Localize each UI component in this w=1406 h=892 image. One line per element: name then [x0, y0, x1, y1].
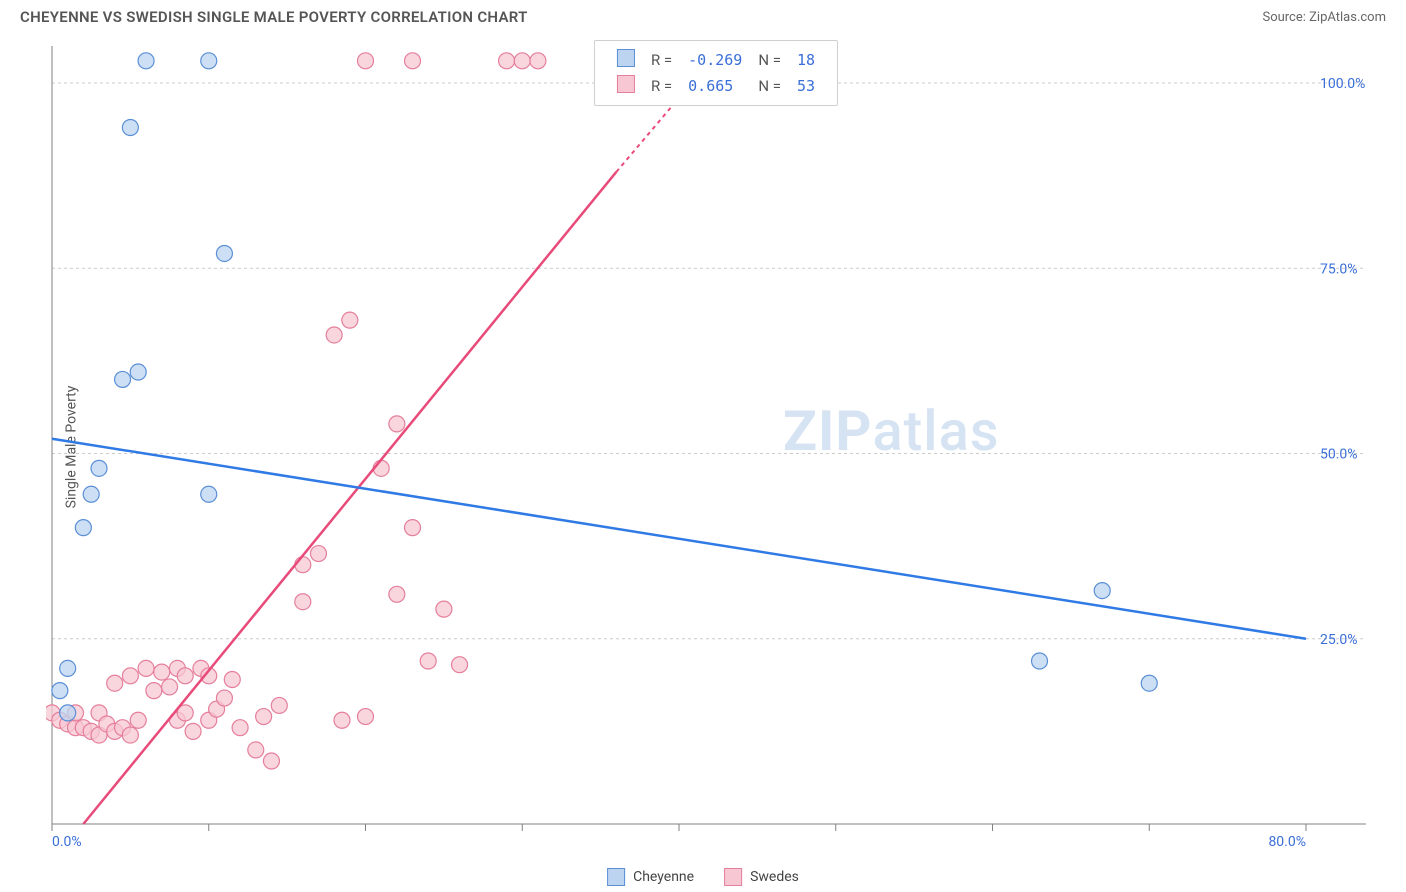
- trend-cheyenne: [52, 439, 1306, 639]
- stats-legend: R =-0.269N =18 R = 0.665N =53: [594, 40, 838, 106]
- point-swedes: [452, 657, 468, 673]
- point-cheyenne: [60, 660, 76, 676]
- x-tick-label: 80.0%: [1268, 834, 1306, 850]
- point-swedes: [146, 683, 162, 699]
- point-cheyenne: [122, 120, 138, 136]
- point-swedes: [154, 664, 170, 680]
- point-cheyenne: [130, 364, 146, 380]
- point-swedes: [232, 720, 248, 736]
- point-cheyenne: [1032, 653, 1048, 669]
- chart-area: Single Male Poverty 25.0%50.0%75.0%100.0…: [46, 40, 1386, 854]
- point-swedes: [436, 601, 452, 617]
- point-swedes: [499, 53, 515, 69]
- point-cheyenne: [201, 53, 217, 69]
- r-label: R =: [643, 47, 680, 73]
- point-swedes: [130, 712, 146, 728]
- point-swedes: [514, 53, 530, 69]
- x-tick-label: 0.0%: [52, 834, 82, 850]
- point-swedes: [530, 53, 546, 69]
- point-swedes: [224, 672, 240, 688]
- point-cheyenne: [138, 53, 154, 69]
- point-swedes: [185, 723, 201, 739]
- point-swedes: [295, 557, 311, 573]
- n-label: N =: [750, 47, 789, 73]
- point-cheyenne: [83, 486, 99, 502]
- point-swedes: [310, 546, 326, 562]
- point-swedes: [122, 727, 138, 743]
- r-value: -0.269: [680, 47, 750, 73]
- y-tick-label: 75.0%: [1320, 261, 1358, 277]
- point-swedes: [405, 520, 421, 536]
- point-swedes: [334, 712, 350, 728]
- y-tick-label: 25.0%: [1320, 632, 1358, 648]
- source-label: Source: ZipAtlas.com: [1262, 10, 1386, 25]
- point-swedes: [405, 53, 421, 69]
- point-swedes: [256, 709, 272, 725]
- point-swedes: [248, 742, 264, 758]
- point-swedes: [342, 312, 358, 328]
- point-cheyenne: [1141, 675, 1157, 691]
- point-cheyenne: [75, 520, 91, 536]
- series-legend: Cheyenne Swedes: [607, 868, 799, 886]
- y-tick-label: 50.0%: [1320, 447, 1358, 463]
- legend-swatch: [617, 49, 635, 67]
- point-swedes: [216, 690, 232, 706]
- point-cheyenne: [60, 705, 76, 721]
- n-value: 53: [789, 73, 823, 99]
- scatter-chart: 25.0% 50.0% 75.0% 100.0% 0.0% 80.0%: [46, 40, 1386, 854]
- y-tick-label: 100.0%: [1320, 76, 1365, 92]
- point-swedes: [326, 327, 342, 343]
- point-swedes: [177, 668, 193, 684]
- point-cheyenne: [91, 460, 107, 476]
- legend-label: Cheyenne: [633, 869, 694, 885]
- point-swedes: [271, 697, 287, 713]
- point-swedes: [358, 709, 374, 725]
- point-cheyenne: [115, 371, 131, 387]
- point-swedes: [295, 594, 311, 610]
- n-value: 18: [789, 47, 823, 73]
- n-label: N =: [750, 73, 789, 99]
- legend-swatch: [724, 868, 742, 886]
- legend-swatch: [607, 868, 625, 886]
- legend-swatch: [617, 75, 635, 93]
- point-swedes: [389, 416, 405, 432]
- trend-swedes: [83, 172, 616, 824]
- point-swedes: [122, 668, 138, 684]
- point-cheyenne: [1094, 583, 1110, 599]
- legend-item: Cheyenne: [607, 868, 694, 886]
- point-cheyenne: [201, 486, 217, 502]
- point-swedes: [389, 586, 405, 602]
- point-swedes: [263, 753, 279, 769]
- point-swedes: [107, 675, 123, 691]
- point-cheyenne: [216, 245, 232, 261]
- point-swedes: [138, 660, 154, 676]
- legend-label: Swedes: [750, 869, 799, 885]
- r-label: R =: [643, 73, 680, 99]
- point-swedes: [358, 53, 374, 69]
- point-swedes: [420, 653, 436, 669]
- point-cheyenne: [52, 683, 68, 699]
- legend-item: Swedes: [724, 868, 799, 886]
- r-value: 0.665: [680, 73, 750, 99]
- chart-title: CHEYENNE VS SWEDISH SINGLE MALE POVERTY …: [20, 8, 528, 26]
- point-swedes: [162, 679, 178, 695]
